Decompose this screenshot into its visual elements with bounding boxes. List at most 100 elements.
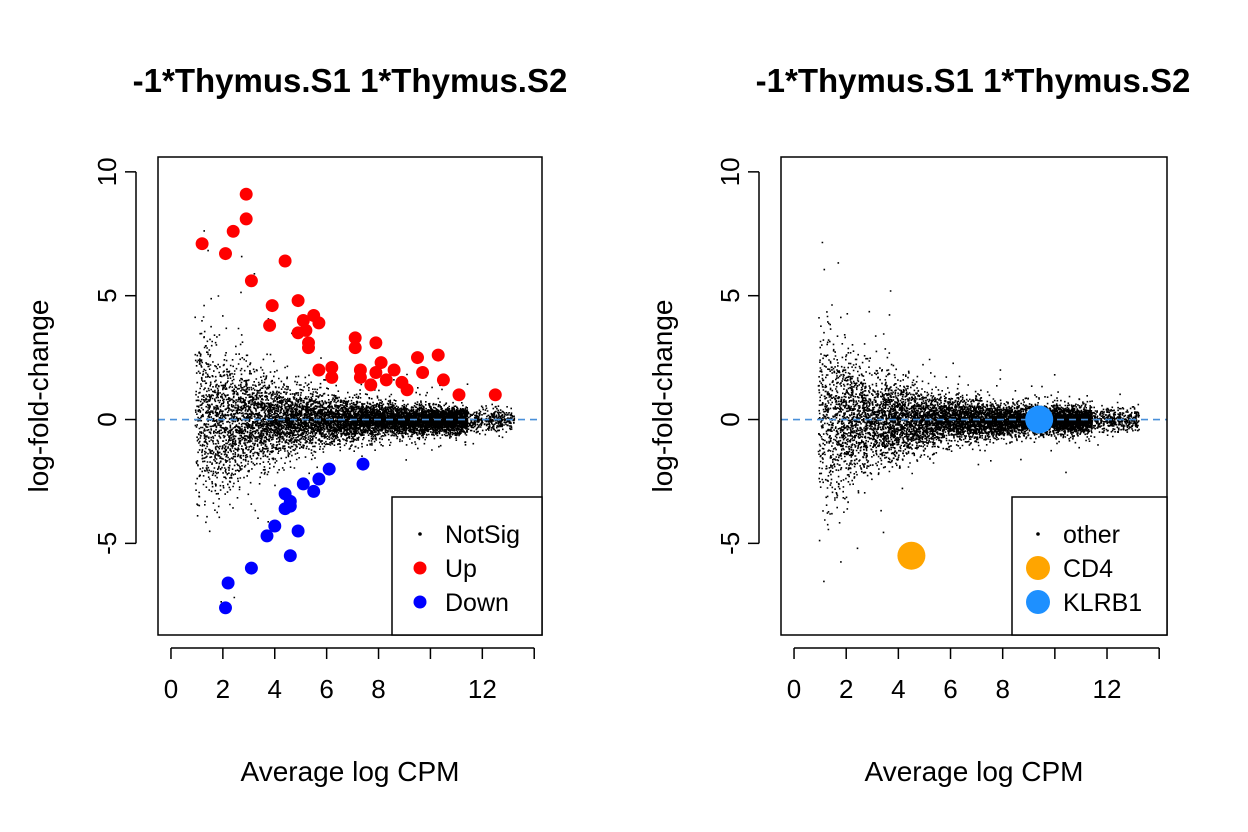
left-up-point-26 bbox=[369, 366, 383, 379]
left-down-point-13 bbox=[244, 561, 258, 575]
left-up-point-29 bbox=[387, 363, 401, 377]
left-down-point-11 bbox=[291, 524, 305, 538]
left-up-point-18 bbox=[325, 361, 339, 374]
left-up-point-31 bbox=[400, 383, 414, 397]
right-legend-other-label: other bbox=[1063, 521, 1120, 549]
left-y-tick-label-0: -5 bbox=[92, 532, 122, 555]
left-up-point-36 bbox=[452, 388, 466, 402]
right-chart-title: -1*Thymus.S1 1*Thymus.S2 bbox=[756, 62, 1191, 99]
left-up-point-32 bbox=[411, 351, 424, 365]
left-x-tick-label-4: 8 bbox=[371, 674, 385, 704]
right-x-tick-label-2: 4 bbox=[891, 674, 905, 704]
left-up-point-24 bbox=[364, 378, 378, 392]
right-y-axis: -5 0 5 10 bbox=[715, 157, 760, 555]
left-highlight-points bbox=[195, 187, 502, 615]
right-x-tick-label-3: 6 bbox=[943, 674, 957, 704]
left-up-point-9 bbox=[291, 294, 305, 308]
right-x-tick-label-1: 2 bbox=[839, 674, 853, 704]
left-legend: NotSig Up Down bbox=[391, 496, 543, 636]
left-down-point-5 bbox=[307, 484, 321, 498]
left-background-genes bbox=[194, 230, 516, 603]
right-y-tick-label-3: 10 bbox=[715, 157, 745, 186]
left-down-point-12 bbox=[283, 549, 297, 563]
right-panel: -1*Thymus.S1 1*Thymus.S2 0 2 4 6 8 12 -50510 … bbox=[647, 62, 1190, 787]
right-x-tick-label-4: 8 bbox=[995, 674, 1009, 704]
left-down-point-3 bbox=[278, 502, 292, 516]
left-up-point-4 bbox=[239, 187, 253, 201]
left-y-axis-label: log-fold-change bbox=[23, 299, 54, 492]
left-up-point-0 bbox=[195, 237, 209, 251]
right-x-tick-label-0: 0 bbox=[787, 674, 801, 704]
left-x-tick-label-2: 4 bbox=[268, 674, 282, 704]
left-legend-up-marker bbox=[413, 561, 427, 575]
right-y-tick-label-0: -5 bbox=[715, 532, 745, 555]
right-legend-klrb1-label: KLRB1 bbox=[1063, 589, 1142, 617]
left-legend-up-label: Up bbox=[445, 555, 477, 583]
left-up-point-6 bbox=[265, 299, 279, 313]
right-x-axis-label: Average log CPM bbox=[865, 756, 1084, 787]
left-up-point-11 bbox=[296, 314, 310, 327]
left-up-point-16 bbox=[312, 316, 326, 330]
right-klrb1-point-0 bbox=[1025, 405, 1054, 434]
left-up-point-12 bbox=[299, 323, 313, 337]
left-legend-notsig-marker bbox=[418, 532, 422, 536]
right-x-axis: 0 2 4 6 8 12 bbox=[787, 647, 1160, 704]
left-up-point-5 bbox=[244, 274, 258, 288]
left-up-point-21 bbox=[348, 341, 362, 355]
left-x-tick-label-6: 12 bbox=[468, 674, 497, 704]
left-up-point-23 bbox=[353, 370, 367, 384]
left-up-point-33 bbox=[416, 366, 430, 379]
left-x-axis-label: Average log CPM bbox=[241, 756, 460, 787]
left-y-tick-label-3: 10 bbox=[92, 157, 122, 186]
left-down-point-4 bbox=[296, 477, 310, 491]
left-up-point-8 bbox=[278, 254, 292, 268]
left-legend-notsig-label: NotSig bbox=[445, 521, 520, 549]
left-up-point-27 bbox=[374, 356, 388, 370]
left-up-point-20 bbox=[348, 331, 362, 345]
left-down-point-8 bbox=[356, 457, 370, 471]
left-x-tick-label-0: 0 bbox=[164, 674, 178, 704]
left-y-tick-label-2: 5 bbox=[92, 288, 122, 302]
left-up-point-35 bbox=[436, 373, 450, 387]
left-up-point-25 bbox=[369, 336, 383, 350]
right-other-point-cloud bbox=[817, 241, 1140, 583]
left-chart-title: -1*Thymus.S1 1*Thymus.S2 bbox=[133, 62, 568, 99]
left-down-point-10 bbox=[260, 529, 274, 543]
left-up-point-37 bbox=[488, 388, 502, 402]
right-cd4-point-0 bbox=[897, 541, 926, 570]
right-plot-frame bbox=[780, 156, 1168, 636]
left-up-point-17 bbox=[312, 363, 326, 377]
right-legend-cd4-marker bbox=[1026, 556, 1050, 580]
right-legend-cd4-label: CD4 bbox=[1063, 555, 1113, 583]
left-panel: -1*Thymus.S1 1*Thymus.S2 0 2 4 6 8 12 -50510 … bbox=[23, 62, 567, 787]
left-x-tick-label-3: 6 bbox=[319, 674, 333, 704]
left-x-tick-label-1: 2 bbox=[216, 674, 230, 704]
left-down-point-6 bbox=[312, 472, 326, 486]
right-background-genes bbox=[817, 241, 1140, 583]
left-up-point-14 bbox=[302, 341, 315, 355]
left-down-point-14 bbox=[221, 576, 235, 590]
left-plot-frame bbox=[157, 156, 543, 636]
right-legend-klrb1-marker bbox=[1026, 590, 1050, 614]
left-y-axis: -5 0 5 10 bbox=[92, 157, 137, 555]
left-up-point-19 bbox=[325, 370, 339, 384]
left-legend-down-marker bbox=[413, 595, 427, 609]
left-up-point-34 bbox=[431, 348, 445, 362]
right-y-tick-label-1: 0 bbox=[715, 412, 745, 426]
left-x-axis: 0 2 4 6 8 12 bbox=[164, 647, 535, 704]
right-highlight-points bbox=[897, 405, 1054, 570]
right-y-tick-label-2: 5 bbox=[715, 288, 745, 302]
right-x-tick-label-6: 12 bbox=[1093, 674, 1122, 704]
left-y-tick-label-1: 0 bbox=[92, 412, 122, 426]
left-up-point-2 bbox=[226, 224, 240, 238]
left-up-point-3 bbox=[239, 212, 253, 226]
left-down-point-9 bbox=[268, 519, 282, 533]
left-up-point-28 bbox=[379, 373, 393, 387]
right-legend-other-marker bbox=[1036, 532, 1040, 536]
right-legend: other CD4 KLRB1 bbox=[1011, 496, 1168, 636]
left-up-point-1 bbox=[219, 247, 232, 261]
left-legend-down-label: Down bbox=[445, 589, 509, 617]
left-up-point-7 bbox=[263, 318, 277, 332]
right-y-axis-label: log-fold-change bbox=[647, 299, 678, 492]
